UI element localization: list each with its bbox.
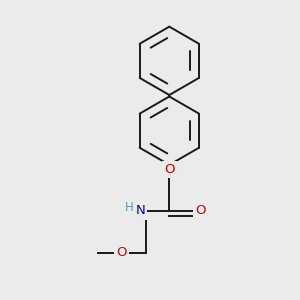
Text: N: N xyxy=(135,204,145,218)
Text: O: O xyxy=(164,163,175,176)
Text: O: O xyxy=(116,246,127,259)
Text: O: O xyxy=(195,204,206,218)
Text: H: H xyxy=(125,201,134,214)
